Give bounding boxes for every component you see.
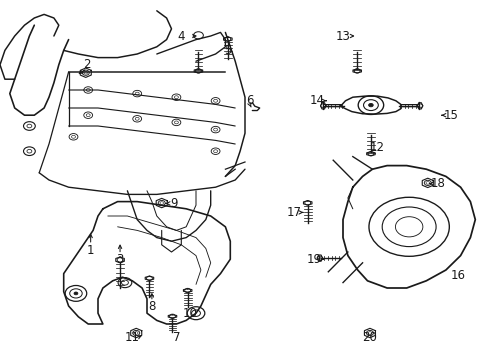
Text: 6: 6 [246,94,254,107]
Text: 9: 9 [170,197,178,210]
Text: 13: 13 [336,30,350,42]
Text: 20: 20 [363,331,377,344]
Text: 19: 19 [307,253,322,266]
Circle shape [74,292,78,295]
Text: 10: 10 [183,307,197,320]
Text: 11: 11 [125,331,140,344]
Text: 4: 4 [177,30,185,42]
Text: 15: 15 [443,109,458,122]
Text: 1: 1 [87,244,95,257]
Text: 18: 18 [431,177,446,190]
Circle shape [368,103,373,107]
Text: 14: 14 [310,94,325,107]
Text: 12: 12 [370,141,385,154]
Text: 8: 8 [148,300,156,312]
Text: 2: 2 [83,58,91,71]
Text: 3: 3 [116,253,124,266]
Text: 17: 17 [287,206,301,219]
Text: 7: 7 [172,331,180,344]
Text: 5: 5 [224,44,232,57]
Text: 16: 16 [451,269,465,282]
